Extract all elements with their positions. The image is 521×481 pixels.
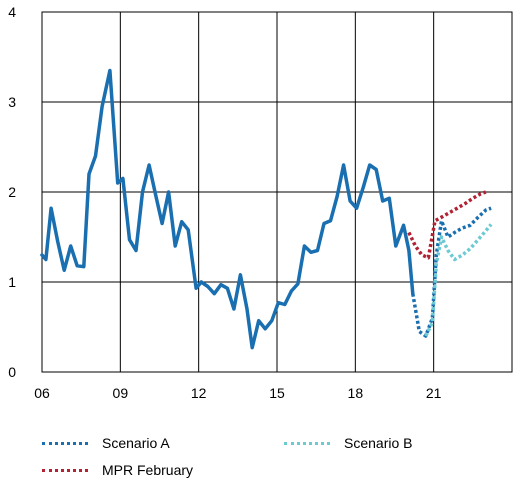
series-line-scenario-b [424, 223, 493, 337]
plot-area-frame [41, 11, 513, 373]
y-tick-label: 2 [8, 184, 16, 200]
x-tick-label: 21 [426, 385, 442, 400]
x-tick-label: 18 [348, 385, 364, 400]
x-tick-label: 09 [113, 385, 129, 400]
x-tick-label: 15 [269, 385, 285, 400]
grid-lines [42, 12, 512, 372]
x-tick-label: 06 [34, 385, 50, 400]
legend-item-mpr-february: MPR February [42, 462, 193, 478]
y-axis-ticks: 0 1 2 3 4 [8, 4, 16, 380]
x-tick-label: 12 [191, 385, 207, 400]
series-line-actual [40, 68, 415, 350]
series-line-scenario-a [411, 206, 492, 338]
y-tick-label: 0 [8, 364, 16, 380]
legend-label-scenario-b: Scenario B [344, 435, 413, 451]
x-axis-ticks: 06 09 12 15 18 21 [34, 385, 441, 400]
series-line-mpr-february [407, 190, 487, 260]
legend-swatch-mpr-february [42, 468, 88, 472]
series-layer [40, 68, 493, 350]
legend-label-scenario-a: Scenario A [102, 435, 170, 451]
legend-label-mpr-february: MPR February [102, 462, 194, 478]
y-tick-label: 3 [8, 94, 16, 110]
legend-swatch-scenario-b [284, 441, 330, 445]
legend-item-scenario-a: Scenario A [42, 435, 170, 451]
y-tick-label: 1 [8, 274, 16, 290]
y-tick-label: 4 [8, 4, 16, 20]
legend-item-scenario-b: Scenario B [284, 435, 412, 451]
legend-swatch-scenario-a [42, 441, 88, 445]
